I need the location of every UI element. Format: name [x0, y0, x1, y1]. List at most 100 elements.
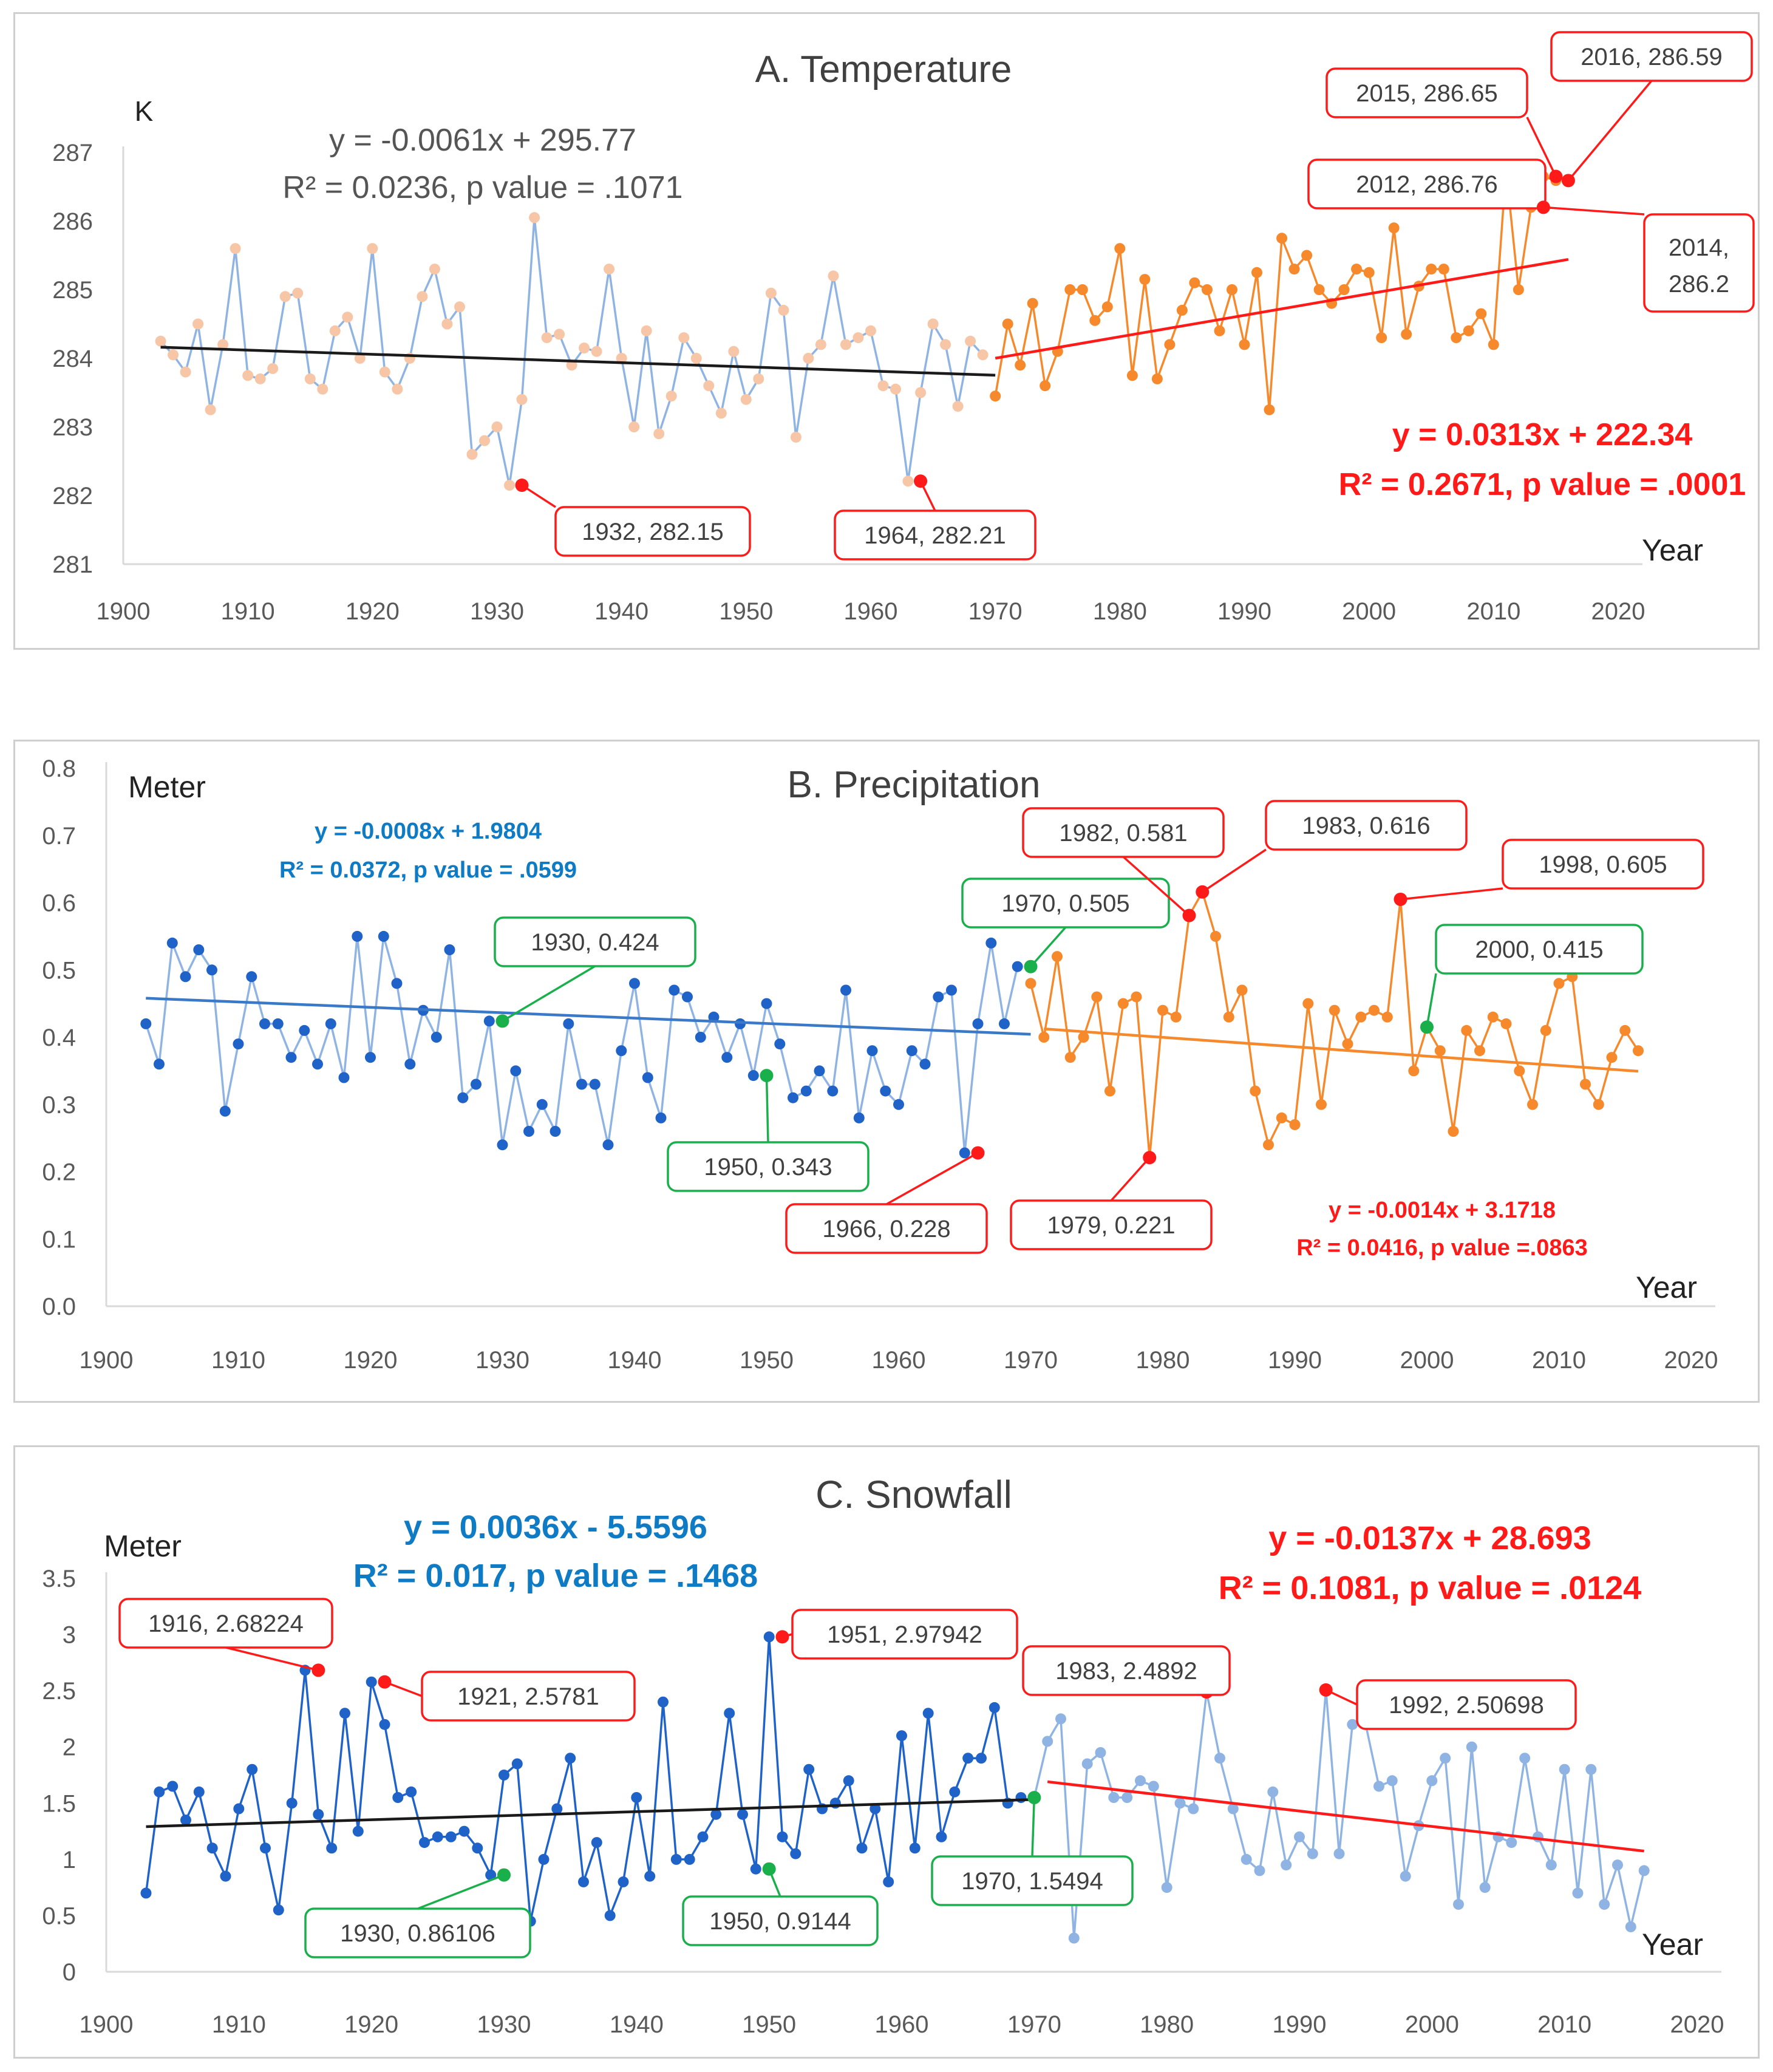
x-axis-label: Year [1642, 533, 1703, 567]
y-tick-label: 283 [52, 414, 93, 441]
data-point [1440, 1753, 1451, 1764]
data-point [365, 1052, 376, 1063]
callout-box [834, 509, 1036, 561]
data-point [1254, 1865, 1265, 1876]
data-point [193, 1786, 205, 1798]
callout-box [785, 1203, 988, 1254]
callout-box [304, 1907, 531, 1958]
y-tick-label: 284 [52, 346, 93, 372]
data-point [233, 1038, 244, 1050]
data-point [1161, 1882, 1172, 1893]
data-point [1376, 332, 1387, 344]
trendline [1044, 1027, 1639, 1073]
data-point [550, 1126, 561, 1137]
callout-leader [1122, 856, 1190, 916]
data-point [631, 1792, 642, 1803]
y-tick-label: 3.5 [42, 1566, 76, 1592]
callout-label: 2015, 286.65 [1356, 80, 1498, 107]
data-point [1126, 370, 1138, 381]
data-point [1559, 1764, 1570, 1775]
data-point [1250, 1085, 1261, 1097]
data-point [790, 1848, 801, 1859]
precipitation-chart-panel: 0.0 0.1 0.2 0.3 0.4 0.5 0.6 0.7 0.8 1900 1910 1920 1… [13, 740, 1760, 1403]
x-tick-label: 2000 [1400, 1347, 1454, 1374]
data-point [1015, 360, 1026, 371]
data-point [354, 353, 366, 364]
data-point [279, 291, 291, 302]
data-point [242, 370, 254, 381]
data-point [192, 318, 204, 330]
data-point [814, 1065, 825, 1077]
data-point [959, 1147, 970, 1159]
callout-box [1010, 1199, 1213, 1250]
data-point [1064, 1052, 1076, 1063]
data-point [655, 1112, 667, 1123]
data-point [392, 383, 403, 395]
data-point [985, 937, 997, 949]
data-point [1002, 318, 1013, 330]
data-point [1104, 1085, 1115, 1097]
data-point [1281, 1859, 1292, 1871]
data-point [1223, 1011, 1234, 1023]
x-tick-label: 1980 [1140, 2011, 1194, 2038]
data-point [1288, 264, 1300, 275]
data-point [304, 373, 316, 384]
data-point [326, 1842, 338, 1854]
callout-box [1022, 1645, 1231, 1696]
data-point [1131, 991, 1142, 1003]
data-point [286, 1798, 298, 1809]
callout-leader [886, 1151, 979, 1205]
data-point [949, 1786, 961, 1798]
data-point [1135, 1775, 1146, 1787]
callout-label: 1932, 282.15 [582, 519, 724, 545]
y-tick-label: 282 [52, 483, 93, 509]
data-point [338, 1072, 350, 1083]
x-tick-label: 2000 [1405, 2011, 1459, 2038]
data-point [1202, 284, 1213, 295]
callout-point [1027, 1791, 1041, 1805]
precipitation-chart: 0.0 0.1 0.2 0.3 0.4 0.5 0.6 0.7 0.8 1900 1910 1920 1… [42, 755, 1718, 1374]
y-tick-label: 1.5 [42, 1790, 76, 1817]
data-point [458, 1825, 470, 1837]
data-point [430, 1032, 442, 1043]
data-point [1338, 284, 1350, 295]
data-point [1239, 339, 1250, 350]
data-point [1267, 1786, 1279, 1798]
data-point [367, 243, 378, 254]
data-point [1078, 1032, 1089, 1043]
data-point [499, 1770, 509, 1781]
x-tick-label: 1920 [344, 2011, 398, 2038]
data-point [695, 1032, 706, 1043]
data-point [962, 1753, 974, 1764]
callout-box [682, 1895, 879, 1946]
x-tick-label: 1930 [477, 2011, 531, 2038]
callout-leader [1426, 973, 1437, 1027]
data-point [312, 1058, 323, 1070]
callout-point [1182, 908, 1196, 922]
y-tick-label: 0.3 [42, 1092, 76, 1119]
data-point [902, 475, 914, 487]
data-point [538, 1853, 550, 1865]
data-point [1527, 1099, 1538, 1110]
data-point [154, 1786, 165, 1798]
callout-leader [1543, 206, 1645, 216]
snowfall-chart-panel: 0 0.5 1 1.5 2 2.5 3 3.5 1900 1910 1920 1930 1940 1950… [13, 1445, 1760, 2059]
data-point [815, 339, 826, 350]
data-point [1077, 284, 1088, 295]
data-point [285, 1052, 297, 1063]
data-point [990, 390, 1001, 402]
data-point [589, 1079, 601, 1090]
data-point [1451, 332, 1462, 344]
y-axis-label: Meter [128, 770, 206, 804]
data-point [1514, 1065, 1525, 1077]
x-tick-label: 1900 [80, 1347, 134, 1374]
trend-r-squared: R² = 0.017, p value = .1468 [353, 1558, 758, 1594]
callout-box [118, 1598, 333, 1649]
data-point [406, 1786, 417, 1798]
x-tick-label: 2000 [1342, 598, 1396, 625]
data-point [1400, 1870, 1411, 1882]
data-point [1289, 1119, 1301, 1130]
data-point [419, 1837, 430, 1849]
data-point [1333, 1848, 1345, 1859]
callout-leader [1030, 926, 1067, 967]
